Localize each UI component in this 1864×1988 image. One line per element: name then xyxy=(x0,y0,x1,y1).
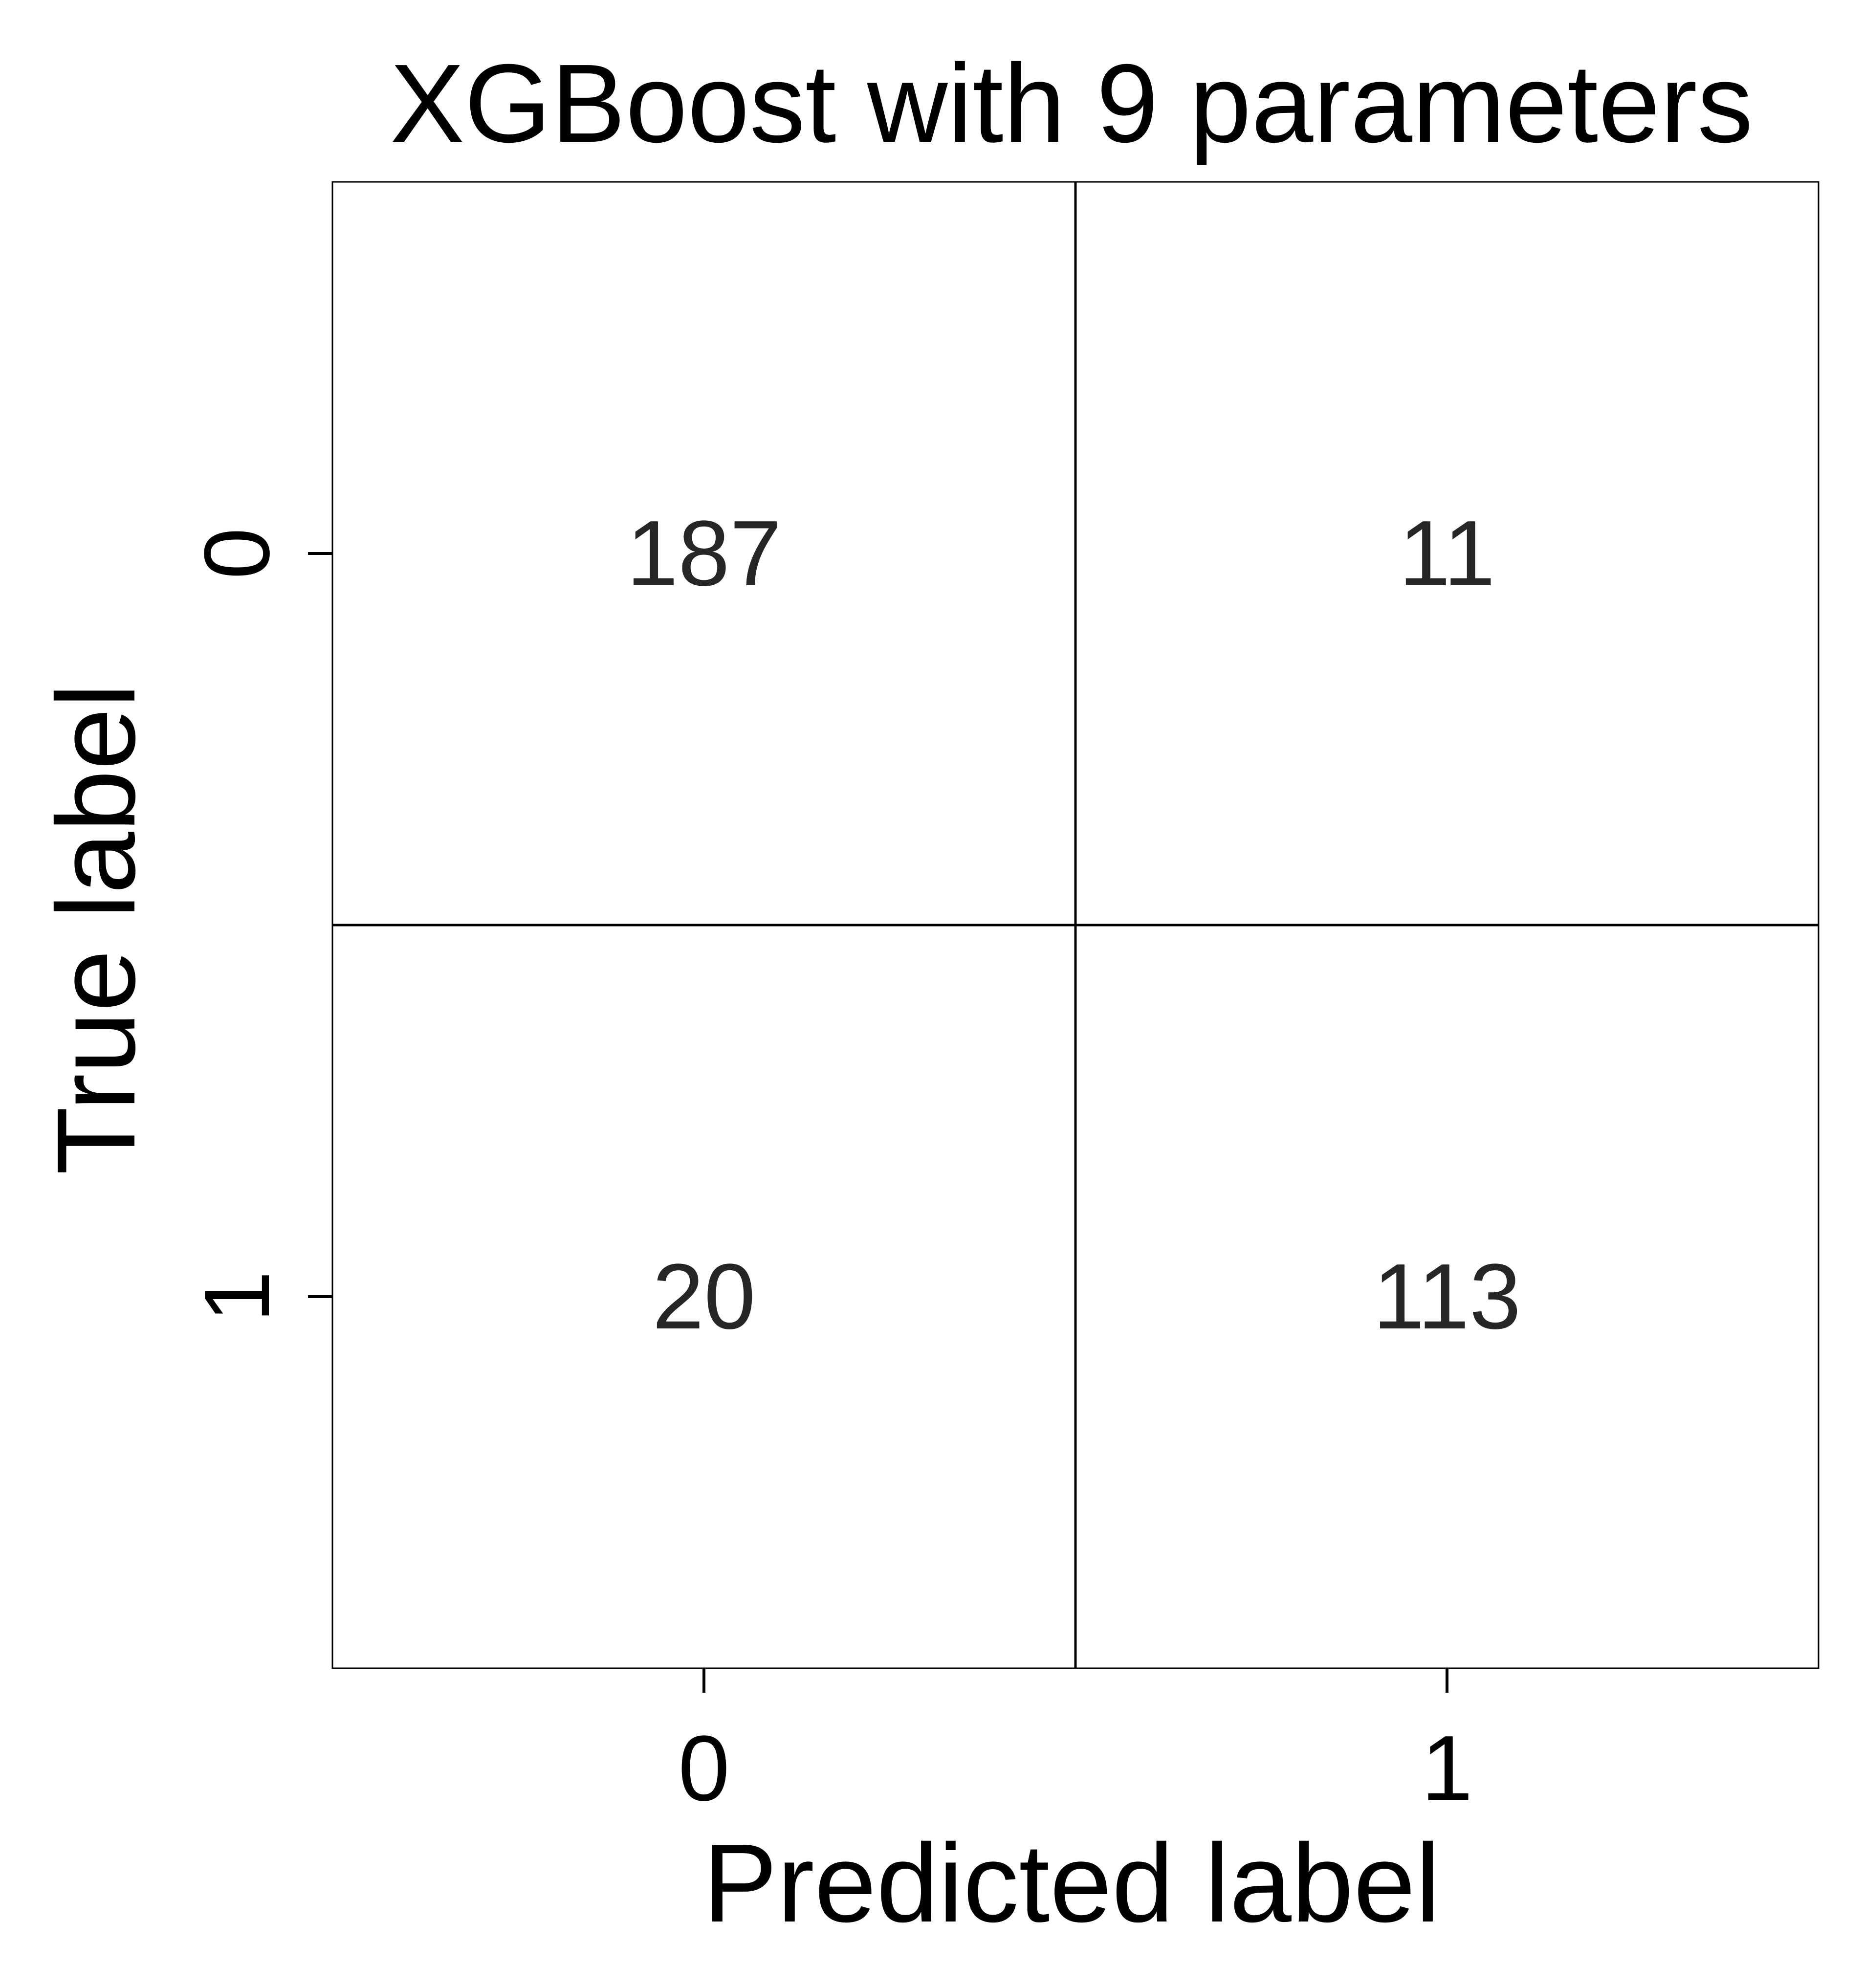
plot-area: 187 11 20 113 xyxy=(331,181,1820,1669)
cell-value-0-1: 11 xyxy=(1399,502,1495,605)
matrix-cell-0-0 xyxy=(332,182,1075,925)
plot-frame xyxy=(331,181,1820,1669)
matrix-cell-1-0 xyxy=(332,925,1075,1668)
y-axis: 01 xyxy=(185,528,332,1323)
y-tick-label-1: 1 xyxy=(185,1271,289,1323)
x-tick-label-1: 1 xyxy=(1421,1717,1473,1820)
y-axis-label: True label xyxy=(34,683,158,1174)
cell-value-1-1: 113 xyxy=(1373,1245,1521,1348)
matrix-cell-1-1 xyxy=(1075,925,1819,1668)
chart-title: XGBoost with 9 parameters xyxy=(390,42,1753,166)
x-axis-label: Predicted label xyxy=(703,1821,1440,1945)
cell-value-0-0: 187 xyxy=(626,502,781,605)
x-tick-label-0: 0 xyxy=(678,1717,730,1820)
matrix-cell-0-1 xyxy=(1075,182,1819,925)
y-tick-label-0: 0 xyxy=(185,528,289,579)
cell-value-1-0: 20 xyxy=(652,1245,755,1348)
